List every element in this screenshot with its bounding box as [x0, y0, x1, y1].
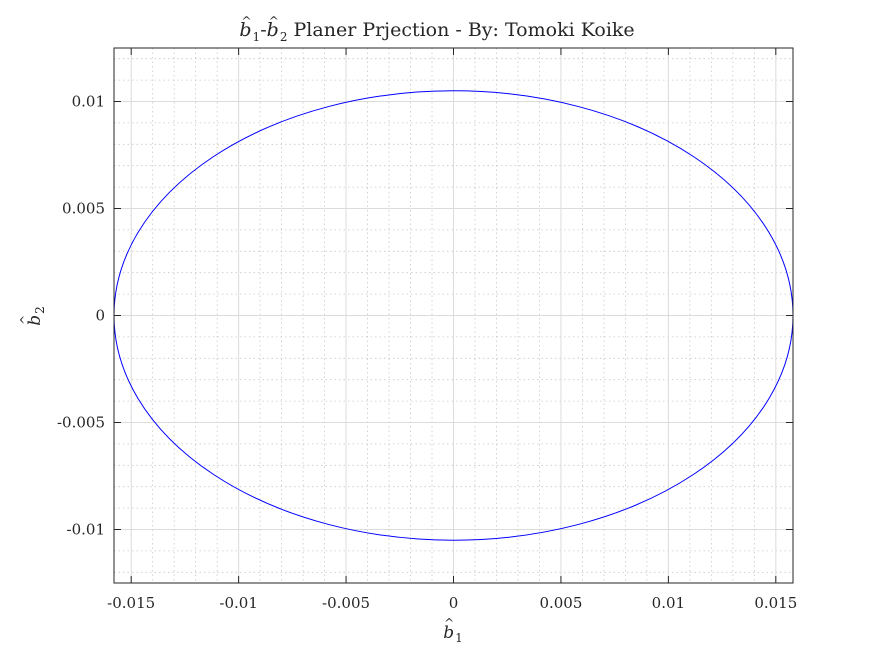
- x-tick-label-6: 0.015: [754, 594, 797, 612]
- x-tick-label-3: 0: [449, 594, 459, 612]
- major-grid: [114, 48, 793, 583]
- title-hat-1: ^: [241, 14, 251, 28]
- title-sub-2: 2: [280, 30, 288, 44]
- title-symbol-2: b: [267, 19, 279, 41]
- x-tick-label-5: 0.01: [652, 594, 685, 612]
- y-axis-label-symbol: b: [25, 315, 45, 326]
- x-axis-label: b^1: [443, 616, 463, 645]
- y-tick-label-3: 0.005: [62, 200, 105, 218]
- y-axis-label-hat: ^: [18, 315, 32, 325]
- y-tick-label-2: 0: [95, 307, 105, 325]
- x-tick-labels: -0.015 -0.01 -0.005 0 0.005 0.01 0.015: [107, 594, 797, 612]
- y-tick-labels: -0.01 -0.005 0 0.005 0.01: [57, 93, 105, 539]
- x-tick-label-2: -0.005: [322, 594, 370, 612]
- x-axis-label-symbol: b: [443, 623, 454, 643]
- y-axis-label: b^2: [18, 306, 47, 326]
- x-axis-label-sub: 1: [455, 631, 463, 645]
- title-dash: -: [260, 19, 266, 41]
- x-tick-label-0: -0.015: [107, 594, 155, 612]
- title-symbol-1: b: [239, 19, 251, 41]
- title-rest: Planer Prjection - By: Tomoki Koike: [287, 19, 634, 41]
- y-tick-label-4: 0.01: [72, 93, 105, 111]
- tick-marks: [114, 48, 793, 583]
- x-axis-label-hat: ^: [444, 616, 454, 630]
- x-tick-label-1: -0.01: [219, 594, 257, 612]
- y-tick-label-0: -0.01: [67, 521, 105, 539]
- y-axis-label-sub: 2: [33, 306, 47, 314]
- y-tick-label-1: -0.005: [57, 414, 105, 432]
- title-sub-1: 1: [253, 30, 261, 44]
- x-tick-label-4: 0.005: [539, 594, 582, 612]
- chart-title: b^1-b^2 Planer Prjection - By: Tomoki Ko…: [239, 14, 634, 44]
- title-hat-2: ^: [269, 14, 279, 28]
